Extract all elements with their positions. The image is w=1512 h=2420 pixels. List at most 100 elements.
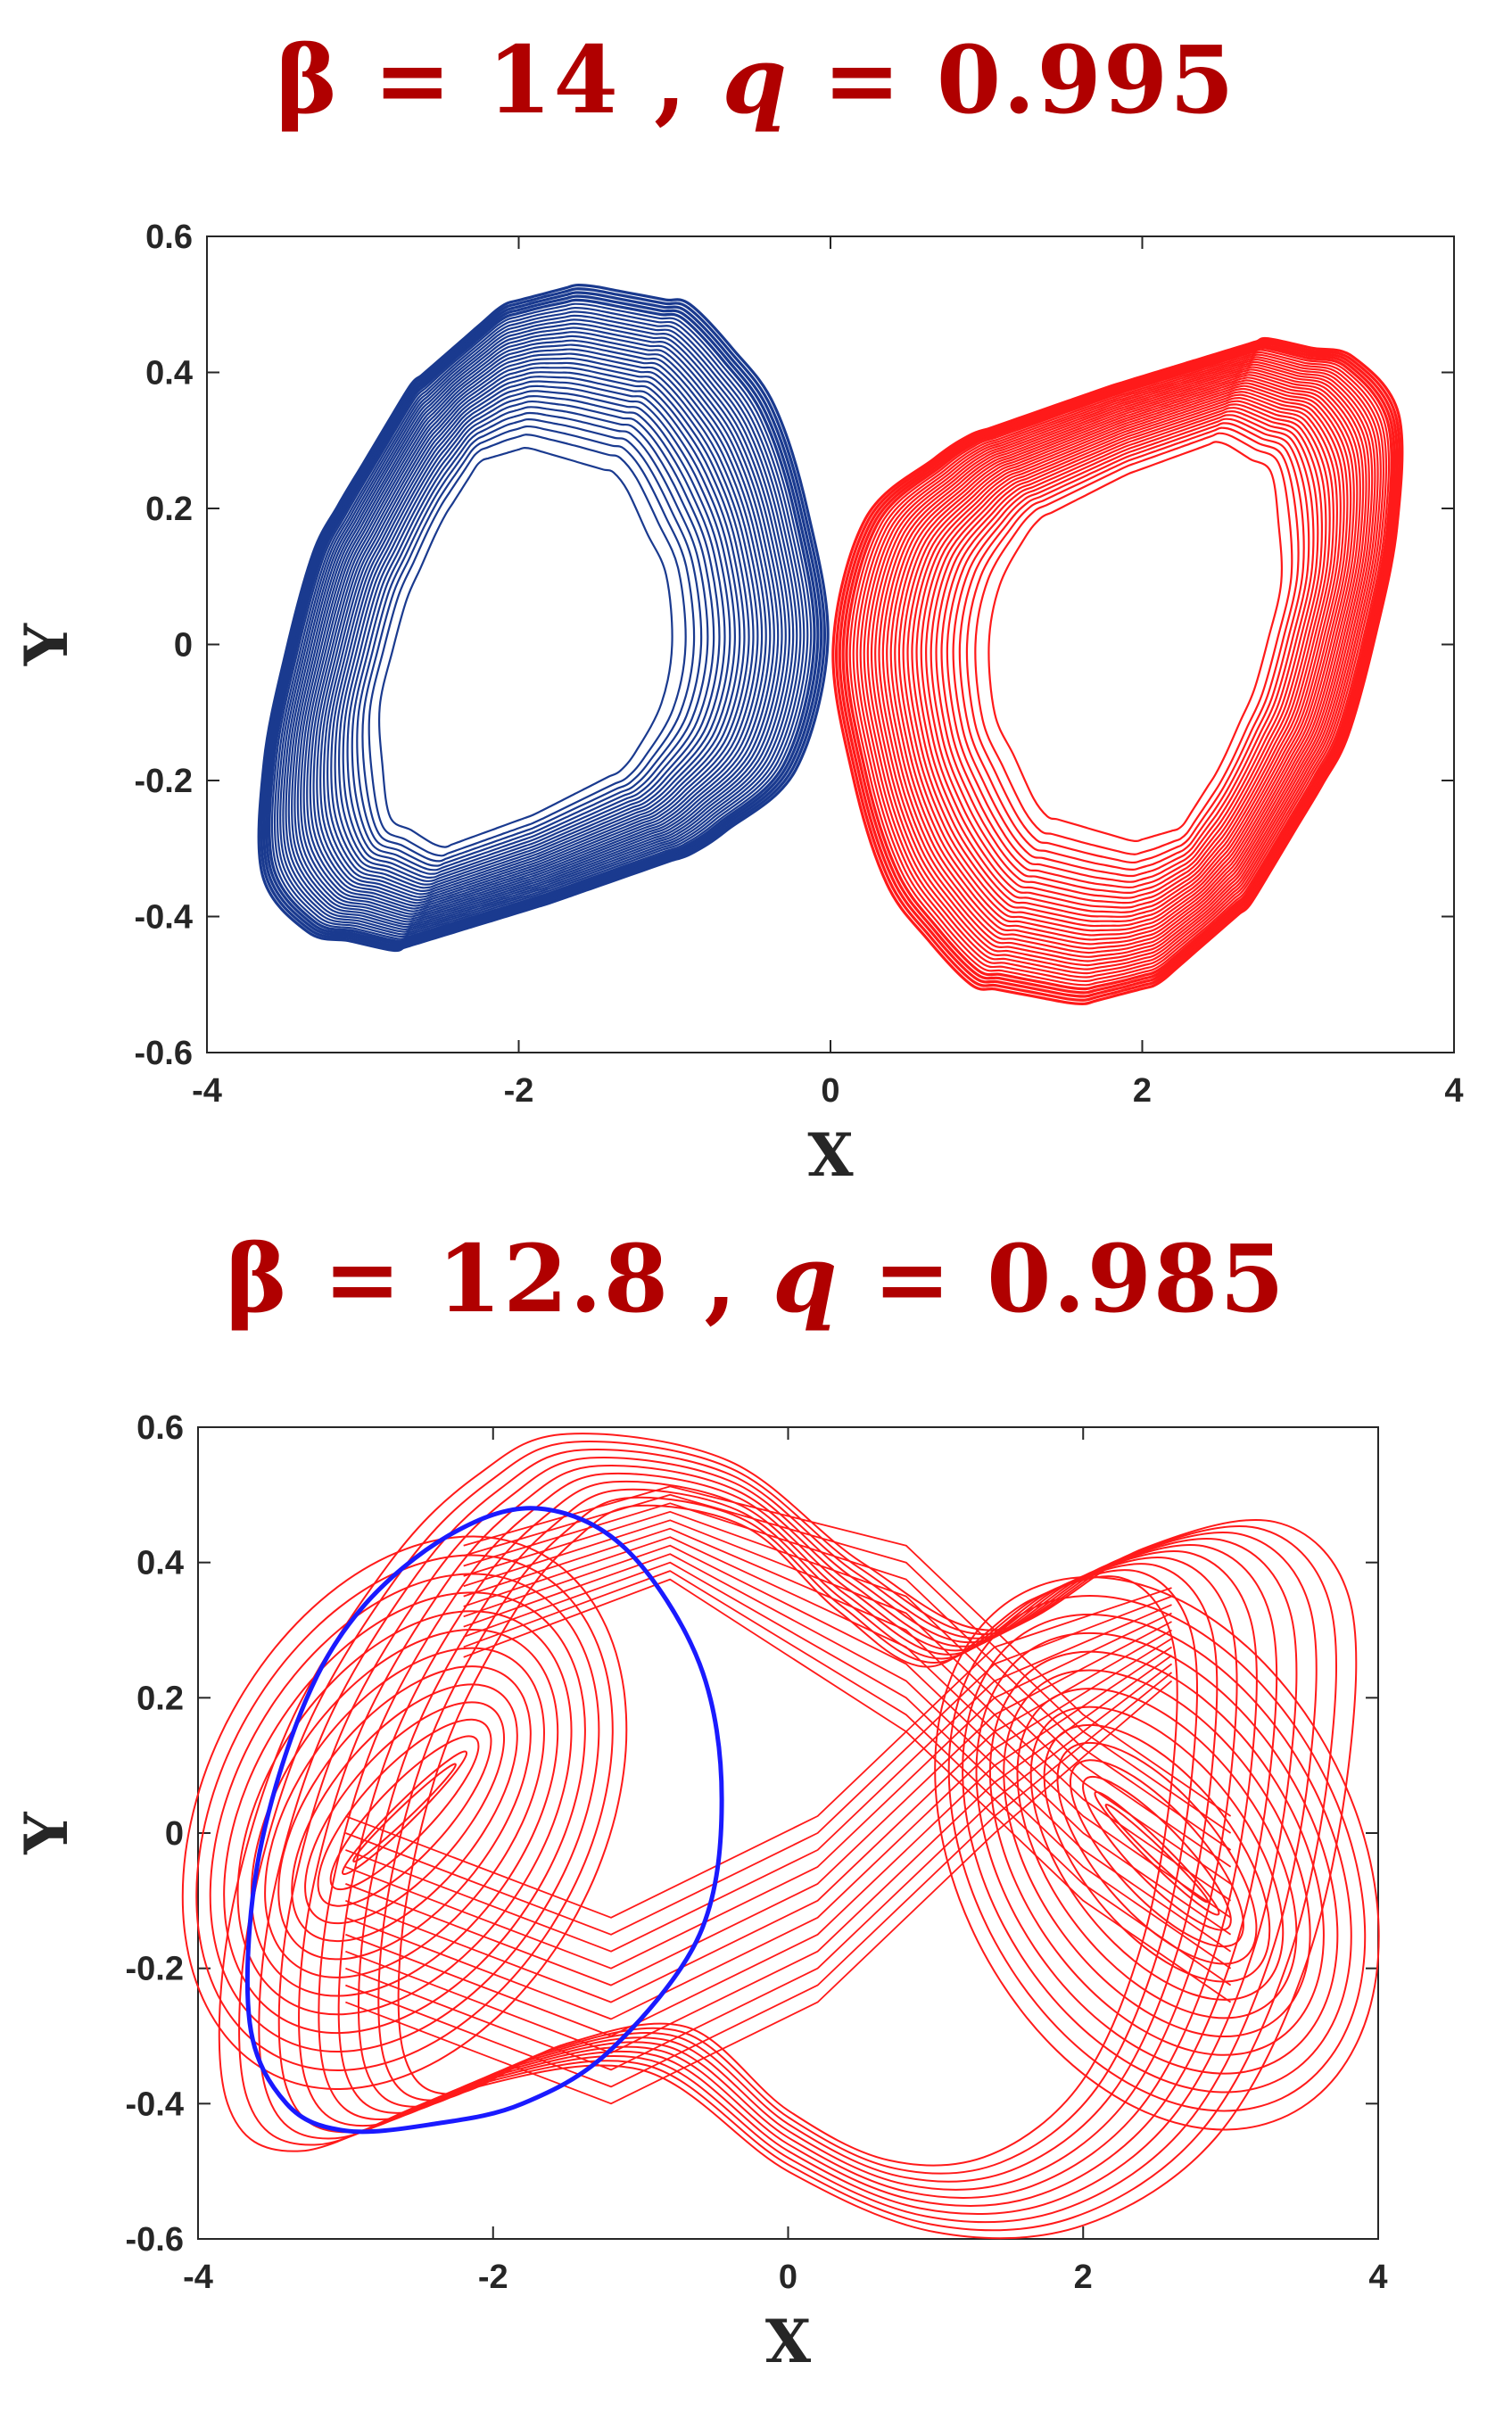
trajectory-loop bbox=[346, 406, 715, 875]
scroll-loop bbox=[1104, 1804, 1210, 1904]
panel-2-title: β = 12.8 , q = 0.985 bbox=[0, 1224, 1512, 1334]
trajectory-loop bbox=[273, 306, 809, 938]
trajectory-loop bbox=[863, 358, 1379, 970]
phase-portrait-2: -4 -2 0 2 4 0.6 0.4 0.2 0 -0.2 -0.4 -0.6 X Y bbox=[12, 1409, 1388, 2376]
trajectory-loop bbox=[915, 393, 1338, 913]
x-tick-label: -4 bbox=[192, 1072, 222, 1110]
title-1-equals: = bbox=[373, 25, 453, 135]
trajectory-loop bbox=[265, 294, 820, 946]
title-2-beta-value: 12.8 bbox=[436, 1224, 671, 1334]
y-tick-label: -0.2 bbox=[126, 1951, 184, 1988]
trajectory-loop bbox=[330, 384, 736, 889]
crossing-strand bbox=[345, 1680, 1173, 2105]
scroll-loop bbox=[181, 1535, 628, 2091]
x-tick-label: 2 bbox=[1074, 2259, 1093, 2296]
trajectory-loop bbox=[279, 314, 802, 933]
title-2-q-symbol: q bbox=[772, 1224, 839, 1334]
crossing-strand bbox=[345, 1604, 1172, 1953]
trajectory-loop bbox=[287, 326, 791, 926]
crossing-strand bbox=[345, 1672, 1173, 2088]
trajectory-loop bbox=[257, 284, 830, 953]
trajectory-loop bbox=[974, 432, 1293, 855]
trajectory-loop bbox=[268, 298, 816, 943]
trajectory-loop bbox=[291, 331, 787, 923]
title-1-equals-2: = bbox=[822, 25, 903, 135]
scroll-loop bbox=[1029, 1706, 1285, 2001]
scroll-loop bbox=[988, 1650, 1325, 2056]
scroll-loop bbox=[277, 1665, 532, 1961]
title-1-separator: , bbox=[654, 25, 689, 135]
y-tick-label: 0.6 bbox=[145, 219, 193, 256]
trajectory-loop bbox=[866, 360, 1376, 967]
scroll-loop bbox=[209, 1573, 600, 2053]
scroll-loop bbox=[352, 1763, 457, 1862]
trajectory-loop bbox=[323, 376, 746, 896]
title-2-q-value: 0.985 bbox=[987, 1224, 1286, 1334]
y-tick-label: -0.4 bbox=[135, 899, 193, 937]
trajectory-loop bbox=[318, 1472, 1258, 2199]
scroll-loop bbox=[304, 1701, 506, 1925]
scroll-loop bbox=[962, 1613, 1352, 2094]
trajectory-loop bbox=[285, 322, 795, 929]
y-tick-label: 0 bbox=[174, 627, 193, 665]
y-axis-label: Y bbox=[12, 1812, 81, 1855]
trajectory-loop bbox=[298, 1465, 1278, 2207]
trajectory-loop bbox=[838, 341, 1399, 998]
scroll-loop bbox=[236, 1610, 573, 2016]
x-tick-label: -2 bbox=[478, 2259, 508, 2296]
crossing-strand bbox=[345, 1655, 1173, 2054]
trajectory-loop bbox=[852, 351, 1388, 983]
trajectory-loop bbox=[368, 434, 687, 857]
scroll-loop bbox=[1016, 1688, 1298, 2019]
series-blue-orbit bbox=[244, 1506, 724, 2135]
scroll-loop bbox=[1056, 1741, 1258, 1965]
trajectory-loop bbox=[296, 339, 780, 918]
trajectory-loop bbox=[262, 291, 823, 948]
y-axis-label: Y bbox=[12, 623, 81, 666]
trajectory-loop bbox=[878, 368, 1367, 954]
scroll-loop bbox=[329, 1735, 480, 1891]
trajectory-loop bbox=[894, 379, 1355, 937]
trajectory-loop bbox=[319, 371, 750, 898]
x-axis-label: X bbox=[807, 1120, 854, 1190]
trajectory-loop bbox=[958, 422, 1305, 871]
panel-1-title: β = 14 , q = 0.995 bbox=[0, 25, 1512, 135]
trajectory-loop bbox=[855, 353, 1384, 979]
scroll-loop bbox=[195, 1554, 614, 2072]
y-tick-label: 0.4 bbox=[136, 1545, 184, 1582]
trajectory-loop bbox=[342, 400, 721, 879]
crossing-strand bbox=[345, 1595, 1172, 1936]
periodic-orbit bbox=[244, 1506, 724, 2135]
x-tick-label: 4 bbox=[1368, 2259, 1387, 2296]
crossing-strand bbox=[463, 1561, 1232, 1970]
trajectory-loop bbox=[357, 1488, 1219, 2183]
trajectory-loop bbox=[300, 343, 775, 915]
y-tick-label: -0.6 bbox=[135, 1035, 193, 1072]
y-tick-label: 0 bbox=[165, 1815, 184, 1853]
trajectory-loop bbox=[377, 446, 673, 848]
crossing-strand bbox=[463, 1502, 1232, 1851]
series-blue-attractor bbox=[257, 284, 830, 953]
title-1-beta-symbol: β bbox=[276, 25, 340, 135]
y-tick-label: -0.2 bbox=[135, 763, 193, 800]
trajectory-loop bbox=[906, 387, 1345, 922]
x-tick-label: 4 bbox=[1444, 1072, 1463, 1110]
scroll-loop bbox=[1069, 1759, 1244, 1948]
x-tick-label: -2 bbox=[504, 1072, 534, 1110]
x-tick-label: 0 bbox=[779, 2259, 797, 2296]
crossing-strand bbox=[345, 1646, 1173, 2037]
trajectory-loop bbox=[312, 361, 759, 904]
crossing-strand bbox=[345, 1612, 1172, 1970]
scroll-loop bbox=[934, 1575, 1380, 2131]
crossing-strand bbox=[463, 1519, 1232, 1885]
scroll-loop bbox=[317, 1718, 492, 1907]
trajectory-loop bbox=[238, 1441, 1338, 2232]
crossing-strand bbox=[463, 1493, 1232, 1834]
trajectory-loop bbox=[845, 346, 1393, 991]
series-red-double-scroll bbox=[181, 1433, 1380, 2240]
axes-2: -4 -2 0 2 4 0.6 0.4 0.2 0 -0.2 -0.4 -0.6 X Y bbox=[12, 1409, 1388, 2376]
scroll-loop bbox=[223, 1591, 586, 2035]
trajectory-loop bbox=[920, 396, 1334, 909]
trajectory-loop bbox=[293, 335, 783, 921]
x-tick-label: 0 bbox=[821, 1072, 839, 1110]
